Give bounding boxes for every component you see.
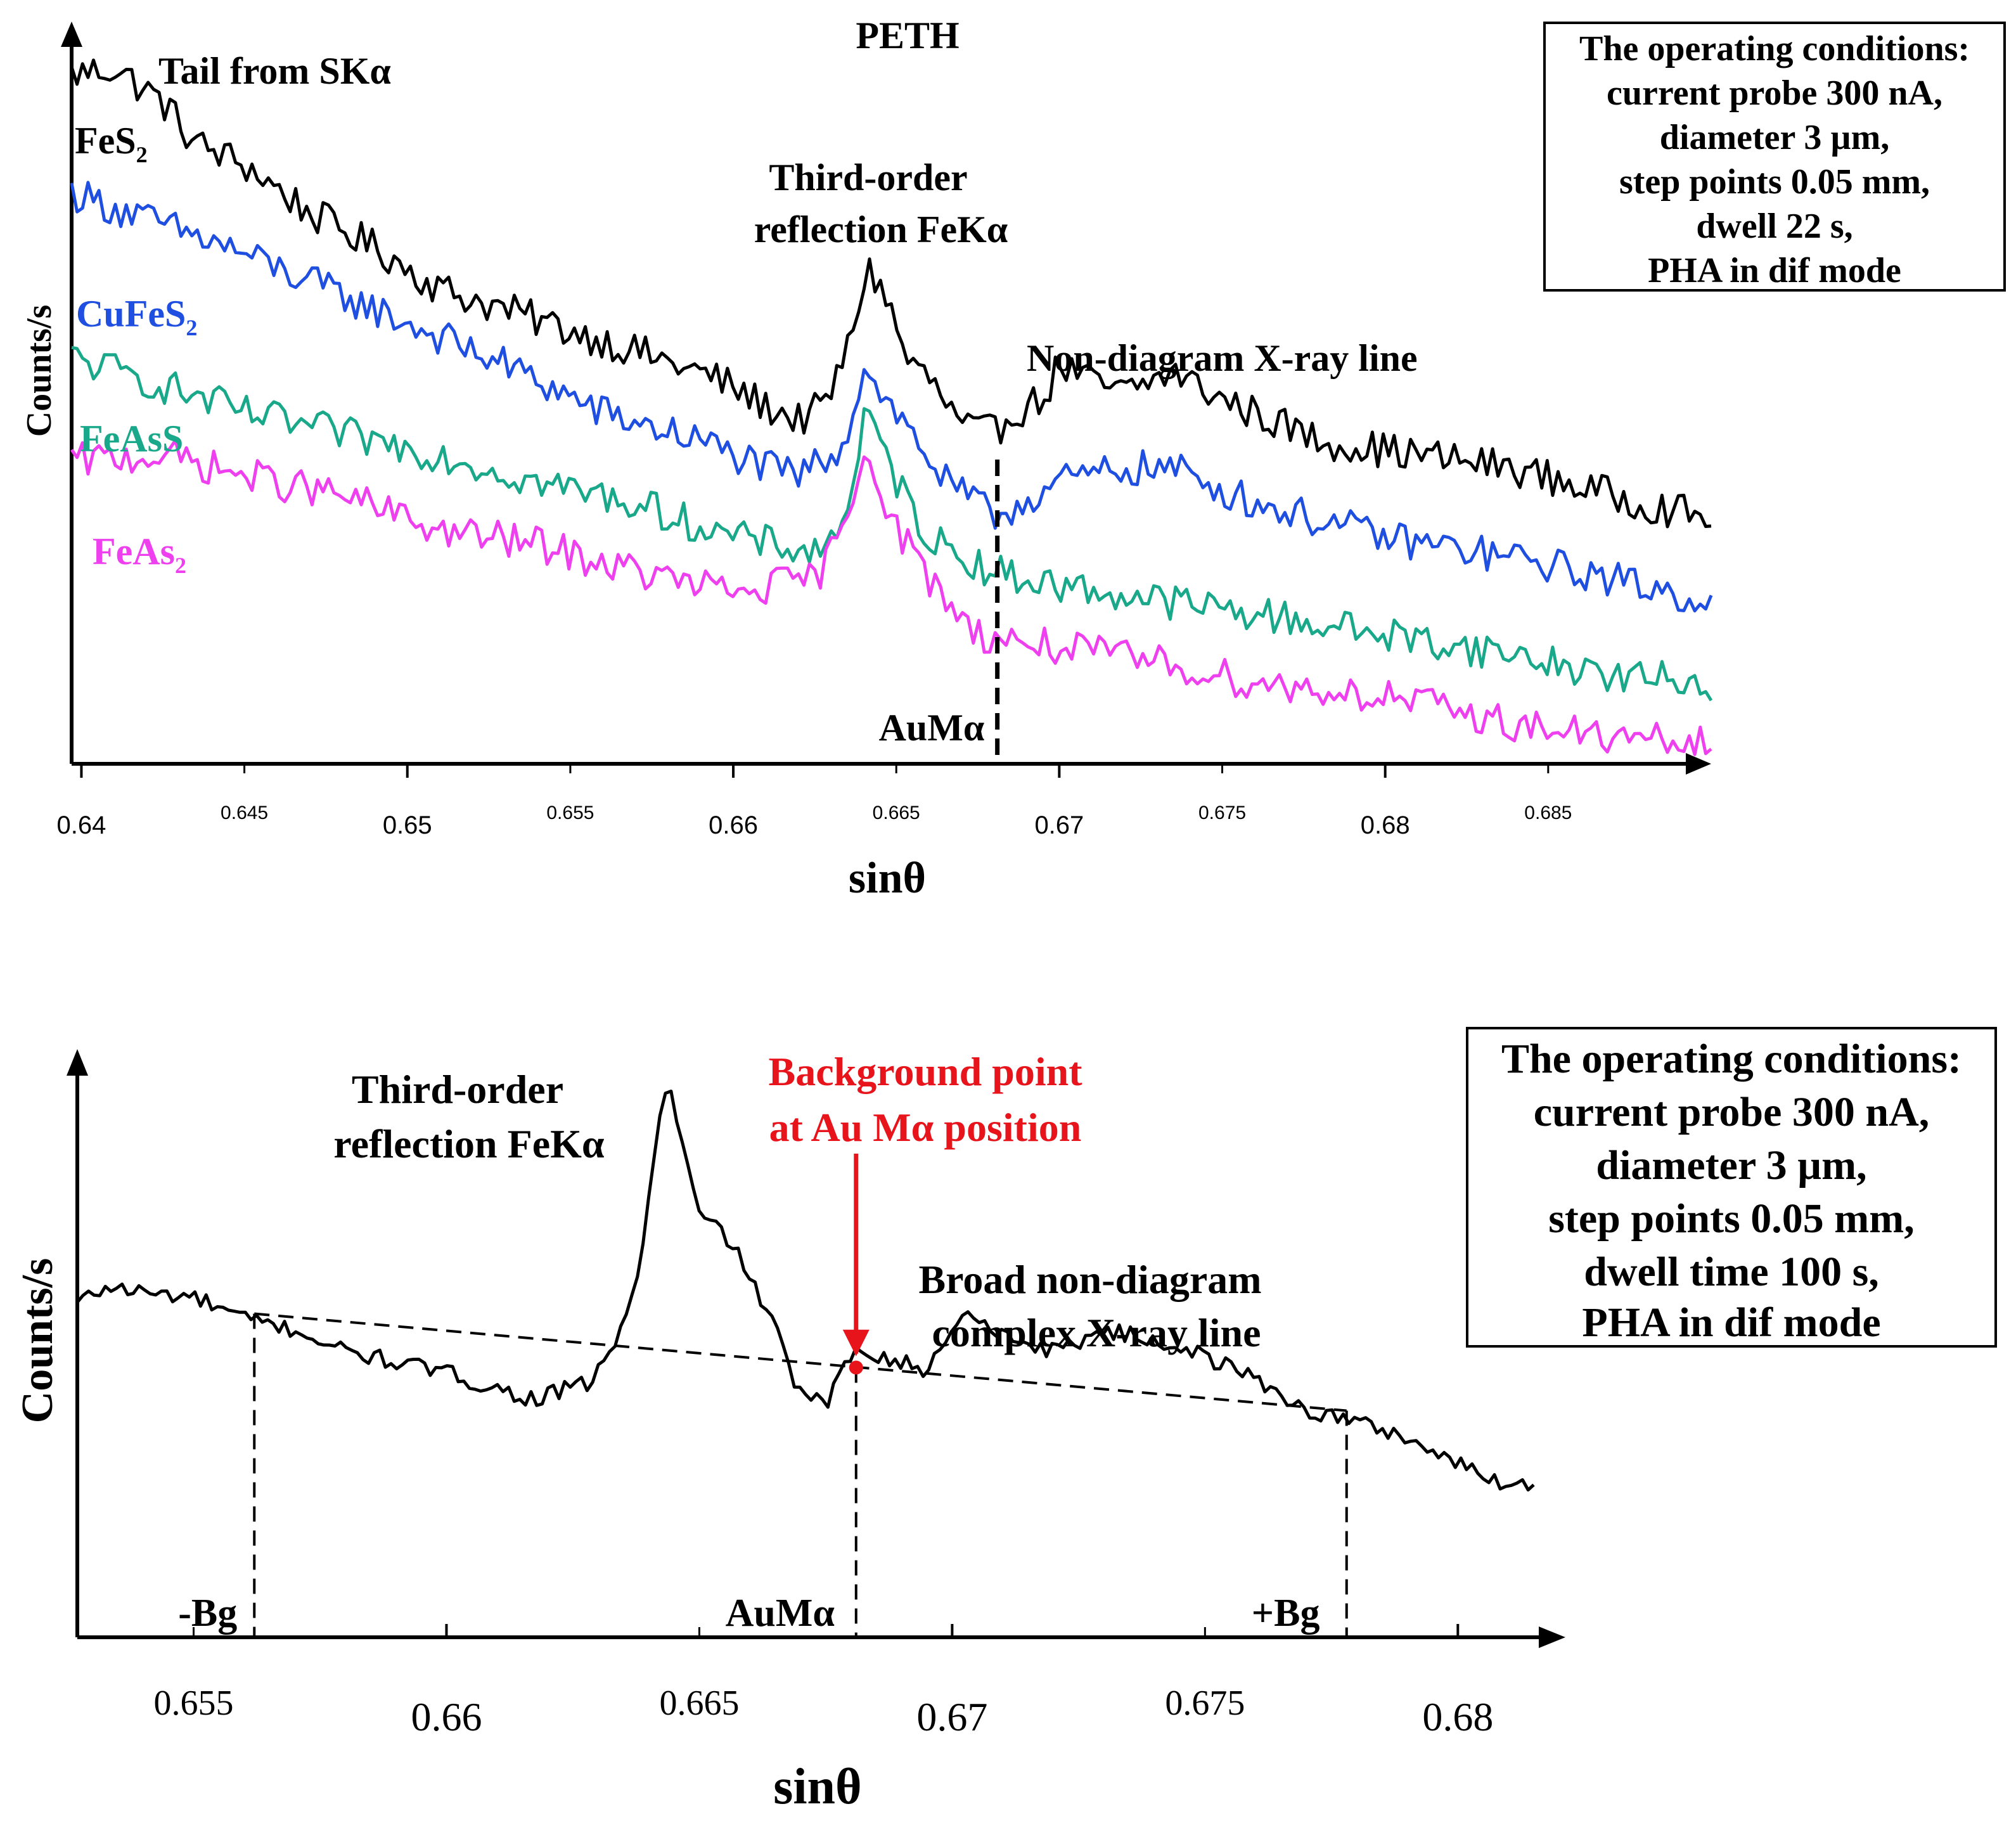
- bottom-bgpoint-text-1: Background point: [769, 1049, 1083, 1094]
- top-x-axis-arrow: [1686, 753, 1711, 775]
- bottom-conditions-line-5: dwell time 100 s,: [1584, 1249, 1879, 1295]
- bottom-tick-label: 0.66: [411, 1694, 482, 1739]
- annotation-tail: Tail from SKα: [158, 50, 391, 92]
- bottom-tick-label: 0.665: [659, 1684, 739, 1723]
- top-conditions-line-5: dwell 22 s,: [1696, 207, 1852, 246]
- series-cufes2: [70, 181, 1713, 613]
- top-tick-label: 0.655: [546, 802, 594, 823]
- series-label-fes2: FeS2: [75, 120, 148, 167]
- bottom-conditions-line-2: current probe 300 nA,: [1534, 1089, 1930, 1135]
- top-series-group: [70, 58, 1713, 756]
- top-tick-label: 0.675: [1198, 802, 1246, 823]
- series-feas2: [70, 439, 1712, 756]
- bottom-third-order-2: reflection FeKα: [333, 1121, 605, 1166]
- bottom-chart: 0.66 0.67 0.68 0.655 0.665 0.675 -Bg +Bg AuMα…: [13, 1027, 1997, 1815]
- bottom-x-axis-arrow: [1539, 1627, 1565, 1648]
- top-tick-label: 0.685: [1524, 802, 1572, 823]
- bottom-conditions-line-4: step points 0.05 mm,: [1548, 1195, 1915, 1242]
- annotation-third-order-2: reflection FeKα: [754, 209, 1008, 250]
- top-chart: PETH 0.64 0.65 0.66 0.67 0.68 0.645 0.655 0.665…: [20, 15, 2006, 903]
- top-chart-title: PETH: [856, 15, 959, 56]
- series-feass: [71, 345, 1713, 702]
- bottom-series-group: [76, 1090, 1535, 1491]
- bottom-tick-label: 0.68: [1422, 1694, 1493, 1739]
- top-conditions-line-3: diameter 3 µm,: [1660, 118, 1889, 157]
- bottom-conditions-line-6: PHA in dif mode: [1582, 1299, 1880, 1346]
- top-tick-label: 0.66: [709, 811, 758, 839]
- series-label-feass: FeAsS: [80, 418, 183, 460]
- top-x-ticks: 0.64 0.65 0.66 0.67 0.68 0.645 0.655 0.665 0.675…: [56, 764, 1572, 839]
- top-tick-label: 0.67: [1034, 811, 1084, 839]
- top-tick-label: 0.64: [56, 811, 106, 839]
- bottom-broad-text-1: Broad non-diagram: [918, 1257, 1261, 1302]
- top-conditions-line-1: The operating conditions:: [1579, 29, 1970, 68]
- top-tick-label: 0.645: [221, 802, 268, 823]
- top-tick-label: 0.68: [1361, 811, 1410, 839]
- top-tick-label: 0.65: [383, 811, 432, 839]
- bg-minus-label: -Bg: [178, 1592, 237, 1635]
- top-x-axis-label: sinθ: [849, 854, 926, 903]
- background-line: [254, 1312, 1347, 1412]
- top-y-axis-label: Counts/s: [20, 305, 59, 437]
- bottom-y-axis-label: Counts/s: [13, 1258, 62, 1424]
- series-label-cufes2: CuFeS2: [76, 293, 197, 340]
- background-point-dot: [849, 1360, 863, 1375]
- aumalpha-label: AuMα: [726, 1592, 835, 1635]
- bottom-y-axis-arrow: [67, 1049, 88, 1076]
- bottom-tick-label: 0.675: [1165, 1684, 1245, 1723]
- bottom-conditions-line-3: diameter 3 µm,: [1596, 1142, 1866, 1188]
- bottom-tick-label: 0.67: [916, 1694, 987, 1739]
- series-label-feas2: FeAs2: [93, 531, 186, 578]
- bottom-broad-text-2: complex X-ray line: [932, 1310, 1261, 1355]
- bottom-bgpoint-text-2: at Au Mα position: [769, 1105, 1082, 1150]
- bottom-third-order-1: Third-order: [352, 1067, 563, 1112]
- top-aumalpha-label: AuMα: [879, 707, 985, 749]
- top-conditions-line-6: PHA in dif mode: [1648, 251, 1901, 290]
- bottom-tick-label: 0.655: [154, 1684, 234, 1723]
- top-conditions-box: [1543, 22, 2006, 292]
- series-fes2: [70, 58, 1712, 529]
- top-conditions-line-2: current probe 300 nA,: [1607, 74, 1942, 113]
- annotation-non-diagram: Non-diagram X-ray line: [1027, 337, 1418, 379]
- bg-plus-label: +Bg: [1252, 1592, 1320, 1635]
- bottom-spectrum-line: [76, 1090, 1535, 1491]
- top-y-axis-arrow: [61, 22, 82, 47]
- bottom-conditions-box: [1466, 1027, 1997, 1348]
- top-conditions-line-4: step points 0.05 mm,: [1619, 162, 1930, 202]
- bottom-conditions-line-1: The operating conditions:: [1501, 1036, 1961, 1082]
- annotation-third-order-1: Third-order: [769, 157, 967, 198]
- top-tick-label: 0.665: [873, 802, 920, 823]
- bottom-x-ticks: 0.66 0.67 0.68 0.655 0.665 0.675: [154, 1624, 1493, 1739]
- bottom-x-axis-label: sinθ: [773, 1759, 862, 1815]
